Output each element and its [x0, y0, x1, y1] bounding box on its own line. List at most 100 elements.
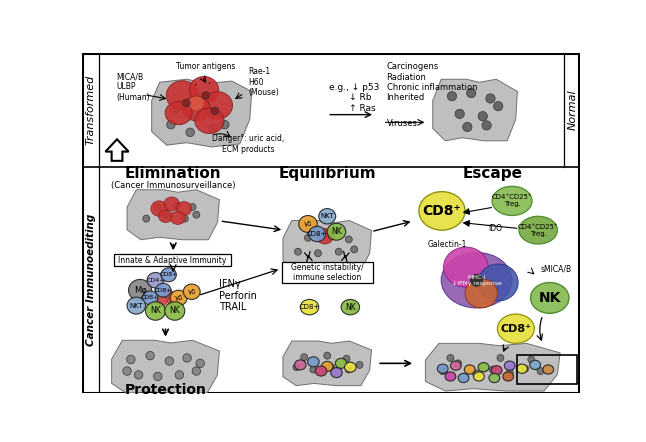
- Ellipse shape: [176, 202, 192, 216]
- Text: CD8+: CD8+: [160, 272, 178, 277]
- Circle shape: [315, 250, 322, 257]
- Circle shape: [537, 368, 544, 374]
- Ellipse shape: [317, 229, 333, 244]
- Ellipse shape: [474, 372, 484, 381]
- Ellipse shape: [151, 201, 168, 216]
- Text: sMICA/B: sMICA/B: [541, 264, 572, 273]
- Ellipse shape: [491, 366, 502, 375]
- FancyBboxPatch shape: [282, 263, 373, 282]
- Circle shape: [494, 102, 503, 111]
- Circle shape: [522, 365, 528, 372]
- Ellipse shape: [503, 372, 514, 381]
- Text: NK: NK: [150, 306, 161, 316]
- Text: CD4⁺CD25⁺
Treg.: CD4⁺CD25⁺ Treg.: [492, 194, 532, 207]
- Circle shape: [447, 91, 457, 101]
- Polygon shape: [127, 190, 220, 240]
- Circle shape: [346, 366, 352, 373]
- Ellipse shape: [129, 279, 152, 301]
- Circle shape: [146, 351, 154, 360]
- Ellipse shape: [478, 264, 518, 301]
- Text: Mφ: Mφ: [134, 286, 147, 295]
- Circle shape: [295, 248, 302, 255]
- Text: Rae-1
H60
(Mouse): Rae-1 H60 (Mouse): [248, 67, 278, 97]
- Circle shape: [175, 371, 183, 379]
- Ellipse shape: [464, 365, 475, 374]
- Circle shape: [343, 355, 350, 362]
- Text: (Cancer Immunosurveillance): (Cancer Immunosurveillance): [111, 181, 236, 190]
- Polygon shape: [433, 79, 517, 141]
- Text: CD8+: CD8+: [307, 231, 328, 237]
- Text: Elimination: Elimination: [125, 167, 222, 181]
- Circle shape: [167, 120, 175, 129]
- Circle shape: [182, 215, 188, 222]
- Text: MICA/B
ULBP
(Human): MICA/B ULBP (Human): [116, 72, 150, 102]
- Circle shape: [211, 107, 218, 114]
- Ellipse shape: [328, 223, 346, 240]
- Text: Escape: Escape: [463, 167, 523, 181]
- Ellipse shape: [161, 268, 176, 282]
- Ellipse shape: [159, 210, 172, 222]
- Text: NKT: NKT: [320, 213, 334, 219]
- Text: γδ: γδ: [304, 221, 312, 227]
- Ellipse shape: [450, 361, 461, 370]
- Text: Protection: Protection: [125, 383, 207, 397]
- Ellipse shape: [517, 364, 527, 373]
- Circle shape: [182, 99, 190, 107]
- Ellipse shape: [322, 362, 333, 371]
- Circle shape: [335, 248, 342, 255]
- Polygon shape: [152, 79, 252, 147]
- Circle shape: [192, 367, 200, 375]
- Text: CD4+: CD4+: [146, 278, 165, 283]
- Ellipse shape: [202, 91, 233, 119]
- Polygon shape: [283, 221, 371, 271]
- Circle shape: [486, 94, 495, 103]
- Ellipse shape: [165, 302, 185, 320]
- Ellipse shape: [458, 373, 469, 383]
- Bar: [517, 355, 578, 384]
- Circle shape: [202, 91, 209, 99]
- Polygon shape: [426, 343, 560, 391]
- Ellipse shape: [142, 291, 158, 305]
- Circle shape: [134, 371, 143, 379]
- Text: CD4⁺CD25⁺
Treg.: CD4⁺CD25⁺ Treg.: [518, 224, 559, 236]
- Ellipse shape: [165, 102, 192, 125]
- Ellipse shape: [441, 252, 512, 308]
- Circle shape: [304, 234, 311, 241]
- Polygon shape: [112, 340, 220, 394]
- Ellipse shape: [465, 278, 497, 308]
- Ellipse shape: [167, 296, 179, 306]
- Text: MHC-I
↓IFNγ response: MHC-I ↓IFNγ response: [452, 274, 501, 286]
- Circle shape: [463, 122, 472, 132]
- Ellipse shape: [437, 364, 448, 373]
- Ellipse shape: [318, 209, 336, 224]
- Text: γδ: γδ: [187, 289, 196, 295]
- Circle shape: [472, 370, 479, 377]
- Text: CD8+: CD8+: [299, 304, 320, 310]
- Ellipse shape: [344, 362, 356, 372]
- Circle shape: [447, 354, 454, 362]
- Ellipse shape: [309, 226, 326, 242]
- Text: Danger°: uric acid,
ECM products: Danger°: uric acid, ECM products: [212, 134, 284, 154]
- Ellipse shape: [182, 96, 210, 121]
- Text: Equilibrium: Equilibrium: [278, 167, 376, 181]
- Text: Galectin-1: Galectin-1: [428, 240, 468, 248]
- Circle shape: [186, 128, 194, 137]
- Text: Viruses: Viruses: [386, 119, 417, 128]
- Circle shape: [482, 121, 491, 130]
- Text: CD8+: CD8+: [154, 288, 172, 293]
- Circle shape: [183, 354, 191, 362]
- Circle shape: [328, 233, 335, 240]
- Ellipse shape: [478, 362, 489, 372]
- Ellipse shape: [162, 288, 173, 298]
- Circle shape: [174, 202, 180, 209]
- Ellipse shape: [505, 361, 515, 370]
- Circle shape: [478, 111, 487, 121]
- Circle shape: [351, 246, 358, 253]
- Polygon shape: [283, 341, 371, 386]
- Ellipse shape: [183, 284, 200, 299]
- Circle shape: [346, 236, 352, 243]
- Circle shape: [127, 355, 135, 364]
- Circle shape: [489, 366, 496, 373]
- Circle shape: [143, 215, 150, 222]
- Circle shape: [356, 362, 363, 368]
